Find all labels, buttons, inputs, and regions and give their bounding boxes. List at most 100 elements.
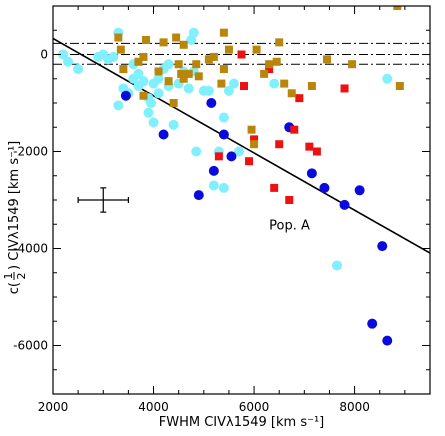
y-axis-label-prefix: c(	[7, 282, 22, 294]
blue_circles-point-2	[193, 190, 204, 201]
brown_squares-point-25	[247, 125, 256, 134]
brown_squares-point-22	[219, 28, 228, 37]
brown_squares-point-23	[219, 65, 228, 74]
cyan_circles-point-22	[153, 88, 164, 99]
brown_squares-point-15	[179, 40, 188, 49]
brown_squares-point-16	[184, 69, 193, 78]
y-axis-label: c( 1 2 ) CIVλ1549 [km s⁻¹]	[2, 141, 28, 294]
red_squares-point-1	[240, 82, 249, 91]
cyan_circles-point-1	[63, 56, 74, 67]
brown_squares-point-34	[307, 82, 316, 91]
x-tick-label: 2000	[38, 400, 69, 414]
cyan_circles-point-39	[218, 182, 229, 193]
brown_squares-point-28	[260, 69, 269, 78]
red_squares-point-11	[312, 147, 321, 156]
brown_squares-point-2	[119, 65, 128, 74]
brown_squares-point-9	[164, 77, 173, 86]
blue_circles-point-3	[206, 98, 217, 108]
brown_squares-point-21	[217, 79, 226, 88]
red_squares-point-12	[340, 84, 349, 93]
blue_circles-point-14	[382, 335, 393, 346]
x-tick-label: 8000	[339, 400, 370, 414]
cyan_circles-point-16	[143, 107, 154, 118]
brown_squares-point-26	[250, 140, 259, 149]
cyan_circles-point-24	[163, 59, 174, 70]
brown_squares-point-5	[139, 91, 148, 100]
cyan_circles-point-40	[223, 85, 234, 96]
brown_squares-point-14	[179, 74, 188, 83]
annotation-pop-a: Pop. A	[269, 218, 310, 233]
red_squares-point-7	[285, 196, 294, 204]
cyan_circles-point-45	[332, 260, 343, 271]
cyan_circles-point-41	[228, 78, 239, 89]
text-layer: FWHM CIVλ1549 [km s⁻¹] c( 1 2 ) CIVλ1549…	[2, 141, 324, 430]
red_squares-point-9	[295, 94, 304, 103]
brown_squares-point-3	[134, 57, 143, 66]
cyan_circles-point-2	[73, 64, 84, 75]
blue_circles-point-4	[208, 165, 219, 176]
blue_circles-point-6	[226, 151, 237, 162]
y-tick-label: -4000	[13, 242, 48, 256]
blue_circles-point-9	[319, 182, 330, 193]
brown_squares-point-19	[204, 55, 213, 64]
brown_squares-point-17	[192, 60, 201, 69]
brown_squares-point-27	[252, 45, 261, 54]
cyan_circles-point-33	[191, 146, 202, 157]
red_squares-point-6	[275, 140, 284, 149]
cyan_circles-point-36	[208, 180, 219, 191]
red_squares-point-10	[305, 142, 314, 151]
regression-line	[53, 37, 430, 254]
brown_squares-point-20	[209, 52, 218, 61]
red_squares-point-13	[237, 50, 246, 59]
y-tick-label: -6000	[13, 339, 48, 353]
brown_squares-point-1	[116, 45, 125, 54]
brown_squares-point-24	[224, 45, 233, 54]
blue_circles-point-12	[367, 318, 378, 329]
brown_squares-point-4	[139, 52, 148, 61]
cyan_circles-point-20	[148, 117, 159, 128]
marker-layer	[58, 6, 404, 346]
cyan_circles-point-10	[113, 100, 124, 111]
red_squares-point-8	[290, 125, 299, 134]
brown_squares-point-18	[194, 72, 203, 81]
blue_circles-point-11	[354, 185, 365, 196]
brown_squares-point-31	[275, 38, 284, 47]
cyan_circles-point-15	[138, 76, 149, 87]
blue_circles-point-0	[120, 90, 131, 101]
cyan_circles-point-46	[382, 73, 393, 84]
brown_squares-point-36	[348, 60, 357, 69]
cyan_circles-point-21	[153, 73, 164, 84]
red_squares-point-2	[245, 157, 254, 166]
cyan_circles-point-38	[218, 112, 229, 123]
cyan_circles-point-43	[269, 78, 280, 89]
red_squares-point-5	[270, 183, 279, 192]
red_squares-point-3	[250, 135, 259, 144]
brown_squares-point-0	[114, 33, 123, 42]
cyan_circles-point-0	[58, 49, 69, 60]
brown_squares-point-33	[287, 89, 296, 98]
blue_circles-point-8	[306, 168, 317, 179]
blue_circles-point-13	[377, 241, 388, 252]
x-axis-label: FWHM CIVλ1549 [km s⁻¹]	[159, 415, 324, 430]
cyan_circles-point-35	[203, 85, 214, 96]
y-tick-label: -2000	[13, 145, 48, 159]
blue_circles-point-10	[339, 199, 350, 210]
brown_squares-point-38	[395, 82, 404, 91]
brown_squares-point-6	[141, 35, 150, 44]
red_squares-point-0	[214, 152, 223, 161]
x-tick-label: 6000	[239, 400, 270, 414]
brown_squares-point-12	[174, 60, 183, 69]
brown_squares-point-11	[172, 33, 181, 42]
brown_squares-point-13	[177, 69, 186, 78]
y-axis-label-fraction-denominator: 2	[15, 273, 28, 280]
y-tick-label: 0	[40, 48, 48, 62]
blue_circles-point-1	[158, 129, 169, 140]
brown_squares-point-7	[154, 67, 163, 76]
brown_squares-point-30	[272, 57, 281, 66]
brown_squares-point-10	[169, 99, 178, 107]
brown_squares-point-29	[265, 60, 274, 69]
cyan_circles-point-31	[188, 27, 199, 38]
cyan_circles-point-29	[183, 83, 194, 94]
x-tick-label: 4000	[138, 400, 169, 414]
